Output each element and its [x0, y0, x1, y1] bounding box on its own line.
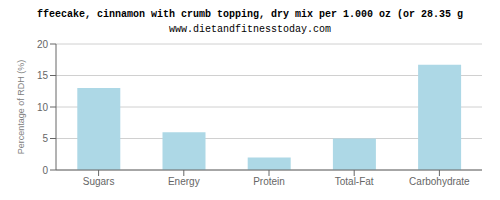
svg-text:Carbohydrate: Carbohydrate — [409, 176, 470, 187]
svg-text:Total-Fat: Total-Fat — [335, 176, 374, 187]
svg-text:0: 0 — [42, 165, 48, 176]
svg-text:5: 5 — [42, 133, 48, 144]
html-text:www.dietandfitnesstoday.com: www.dietandfitnesstoday.com — [169, 24, 331, 35]
svg-text:Energy: Energy — [168, 176, 200, 187]
svg-text:Percentage of RDH (%): Percentage of RDH (%) — [16, 60, 26, 155]
svg-text:Sugars: Sugars — [83, 176, 115, 187]
svg-text:10: 10 — [37, 102, 49, 113]
svg-text:20: 20 — [37, 39, 49, 50]
html-text:ffeecake, cinnamon with crumb: ffeecake, cinnamon with crumb topping, d… — [37, 9, 463, 20]
svg-text:Protein: Protein — [253, 176, 285, 187]
svg-text:15: 15 — [37, 70, 49, 81]
